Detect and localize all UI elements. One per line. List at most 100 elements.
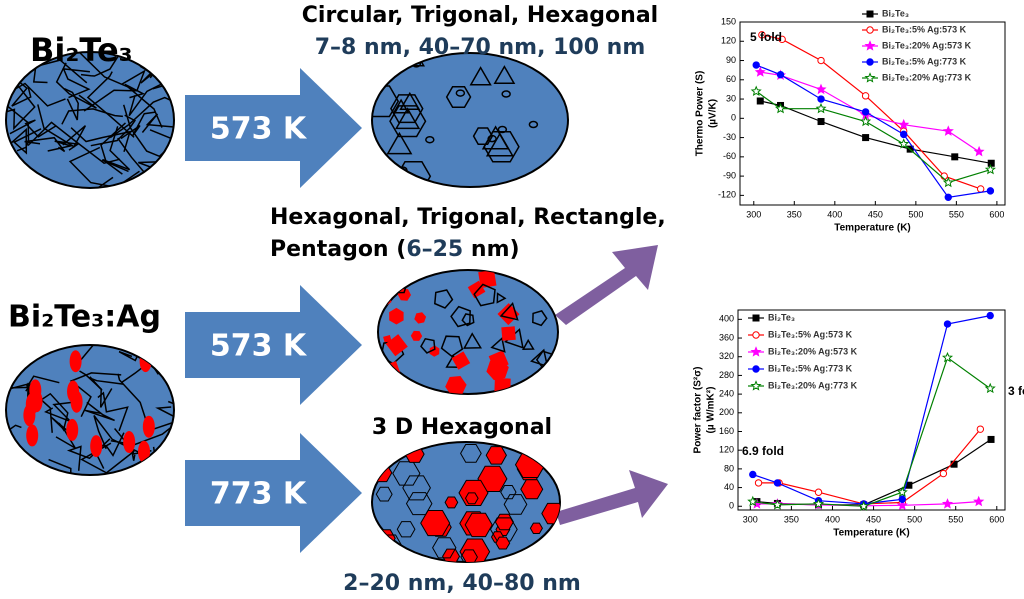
ag-particle bbox=[70, 390, 83, 413]
nanowire bbox=[68, 146, 140, 188]
legend-label: Bi₂Te₃:5% Ag:773 K bbox=[882, 56, 967, 66]
nanowire bbox=[97, 391, 129, 432]
marker bbox=[862, 134, 870, 142]
nanocrystal bbox=[429, 345, 440, 357]
nanowire bbox=[6, 52, 13, 72]
marker bbox=[941, 498, 954, 509]
legend-label: Bi₂Te₃ bbox=[768, 312, 795, 322]
nanowire bbox=[78, 52, 135, 91]
nanowire bbox=[141, 113, 174, 142]
y-tick-label: 0 bbox=[731, 113, 736, 123]
nanocrystal bbox=[540, 273, 553, 285]
marker bbox=[942, 176, 954, 188]
marker bbox=[747, 495, 759, 507]
marker bbox=[815, 102, 827, 114]
nanocrystal bbox=[478, 270, 497, 289]
legend-label: Bi₂Te₃:20% Ag:573 K bbox=[882, 40, 972, 50]
marker bbox=[774, 102, 787, 114]
marker bbox=[758, 31, 766, 39]
nanowire bbox=[6, 127, 42, 155]
marker bbox=[817, 56, 825, 65]
hexagon bbox=[464, 492, 479, 505]
legend-label: Bi₂Te₃:20% Ag:773 K bbox=[882, 72, 972, 82]
nanowire bbox=[102, 126, 131, 175]
hexagon bbox=[477, 465, 508, 492]
hexagon bbox=[460, 444, 482, 463]
hexagon bbox=[520, 479, 544, 500]
marker bbox=[756, 97, 764, 105]
annotation: 3 fold bbox=[1008, 384, 1024, 398]
arrow bbox=[556, 470, 668, 525]
nanocrystal bbox=[501, 326, 516, 341]
nanowire bbox=[24, 136, 66, 153]
y-tick-label: 40 bbox=[724, 482, 734, 492]
marker bbox=[986, 187, 995, 195]
y-tick-label: 160 bbox=[719, 426, 734, 436]
nanocrystal bbox=[434, 289, 454, 309]
circle bbox=[501, 90, 511, 98]
nanowire bbox=[9, 119, 57, 138]
x-axis-label: Temperature (K) bbox=[833, 528, 910, 539]
x-tick-label: 350 bbox=[787, 209, 802, 219]
nanowire bbox=[86, 71, 135, 138]
legend-label: Bi₂Te₃:20% Ag:773 K bbox=[768, 380, 858, 390]
nanowire bbox=[6, 76, 66, 107]
nanowire bbox=[6, 82, 36, 131]
nanowire bbox=[90, 114, 136, 147]
hexagon bbox=[485, 446, 507, 465]
hexagon bbox=[444, 496, 459, 509]
y-tick-label: -120 bbox=[718, 190, 736, 200]
marker bbox=[752, 365, 760, 373]
x-tick-label: 400 bbox=[827, 209, 842, 219]
nanocrystal bbox=[389, 307, 404, 325]
nanowire bbox=[80, 52, 126, 77]
x-tick-label: 600 bbox=[989, 514, 1004, 524]
x-axis-label: Temperature (K) bbox=[834, 223, 911, 234]
nanowire bbox=[6, 161, 13, 180]
arrow bbox=[185, 433, 362, 553]
y-axis-label: (µ W/mK²) bbox=[706, 387, 717, 434]
marker bbox=[864, 40, 876, 51]
nanocrystal bbox=[451, 351, 471, 370]
nanowire bbox=[6, 101, 30, 152]
annotation: 6.9 fold bbox=[742, 444, 784, 458]
nanowire bbox=[167, 159, 174, 171]
marker bbox=[773, 479, 782, 487]
x-tick-label: 400 bbox=[825, 514, 840, 524]
marker bbox=[860, 115, 872, 127]
marker bbox=[858, 500, 870, 511]
x-tick-label: 300 bbox=[743, 514, 758, 524]
hexagon bbox=[420, 510, 451, 537]
legend-label: Bi₂Te₃:5% Ag:773 K bbox=[768, 363, 853, 373]
marker bbox=[814, 488, 823, 496]
y-tick-label: 400 bbox=[719, 314, 734, 324]
marker bbox=[986, 311, 994, 320]
text: Pentagon ( bbox=[270, 237, 406, 262]
y-tick-label: 30 bbox=[726, 93, 736, 103]
nanocrystal bbox=[385, 334, 408, 357]
y-tick-label: 80 bbox=[724, 463, 734, 473]
ag-particle bbox=[123, 431, 136, 454]
nanowire bbox=[150, 467, 174, 475]
hexagon bbox=[432, 537, 457, 559]
nanocrystal bbox=[486, 358, 509, 381]
nanocrystal bbox=[494, 378, 511, 394]
y-tick-label: 240 bbox=[719, 388, 734, 398]
y-axis-label: (µV/K) bbox=[708, 99, 719, 128]
arrow bbox=[185, 68, 362, 188]
nanowire bbox=[150, 419, 174, 449]
legend-label: Bi₂Te₃ bbox=[882, 8, 909, 18]
ag-particle bbox=[25, 393, 38, 416]
x-tick-label: 500 bbox=[907, 514, 922, 524]
nanocrystal bbox=[450, 305, 471, 328]
marker bbox=[861, 108, 870, 116]
hexagon bbox=[494, 513, 514, 531]
nanowire bbox=[155, 392, 174, 420]
nanocrystal bbox=[499, 302, 519, 321]
shape-label: 3 D Hexagonal bbox=[372, 415, 552, 440]
y-tick-label: 90 bbox=[726, 55, 736, 65]
ag-particle bbox=[90, 435, 103, 458]
y-tick-label: 280 bbox=[719, 370, 734, 380]
